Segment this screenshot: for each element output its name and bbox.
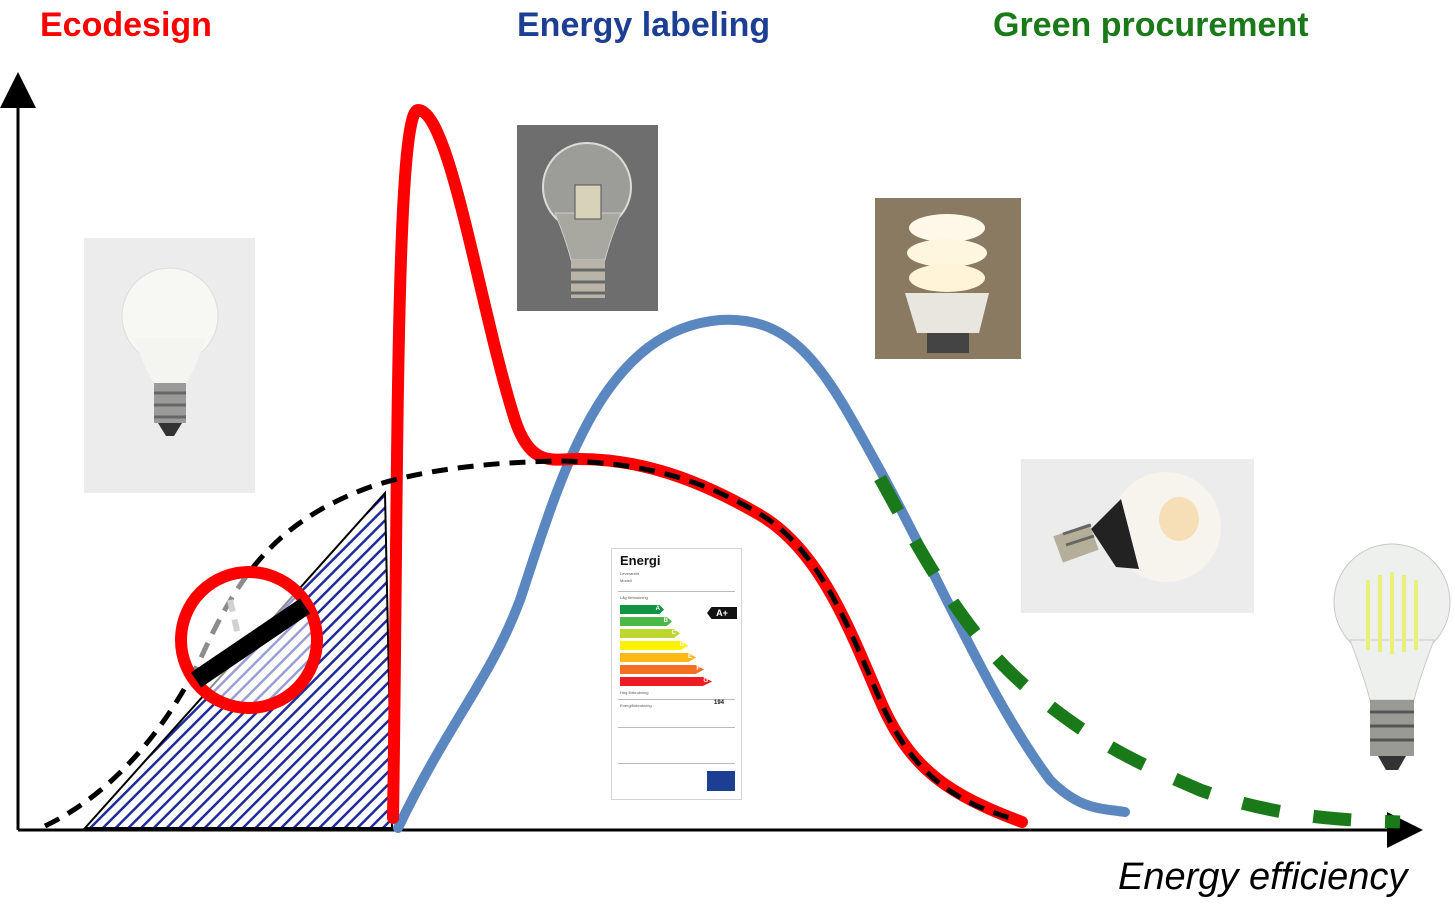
led-bulb-image	[1021, 459, 1254, 613]
label-high-consumption: Hög förbrukning	[620, 690, 649, 695]
class-bar-f: F	[620, 665, 704, 674]
label-rating-arrow: A+	[707, 607, 737, 619]
label-consumption-title: Energiförbrukning	[620, 703, 652, 708]
ecodesign-curve	[387, 103, 1028, 828]
compact-fluorescent-bulb-image	[875, 198, 1021, 359]
energy-labeling-curve	[393, 314, 1130, 833]
eu-energy-label: Energi Leverantör Modell Låg förbrukning…	[611, 548, 742, 800]
class-bar-a: A	[620, 605, 664, 614]
label-consumption-value: 194	[714, 700, 725, 706]
ecodesign-heading: Ecodesign	[40, 6, 212, 44]
green-procurement-heading: Green procurement	[993, 6, 1309, 44]
class-bar-c: C	[620, 629, 680, 638]
class-bar-g: G	[620, 677, 712, 686]
label-brand: Energi	[620, 553, 661, 568]
clear-halogen-bulb-image	[517, 125, 658, 311]
class-bar-d: D	[620, 641, 688, 650]
eu-flag-icon	[707, 771, 735, 791]
class-bar-b: B	[620, 617, 672, 626]
energy-labeling-heading: Energy labeling	[517, 6, 771, 44]
frosted-incandescent-bulb-image	[84, 238, 255, 493]
led-filament-bulb-image	[1320, 540, 1455, 775]
label-model: Modell	[620, 578, 632, 583]
class-bar-e: E	[620, 653, 696, 662]
prohibition-icon	[175, 566, 323, 714]
market-distribution-curve	[43, 458, 1011, 829]
label-supplier: Leverantör	[620, 571, 640, 576]
x-axis-label: Energy efficiency	[1118, 856, 1408, 898]
label-low-consumption: Låg förbrukning	[620, 595, 648, 600]
